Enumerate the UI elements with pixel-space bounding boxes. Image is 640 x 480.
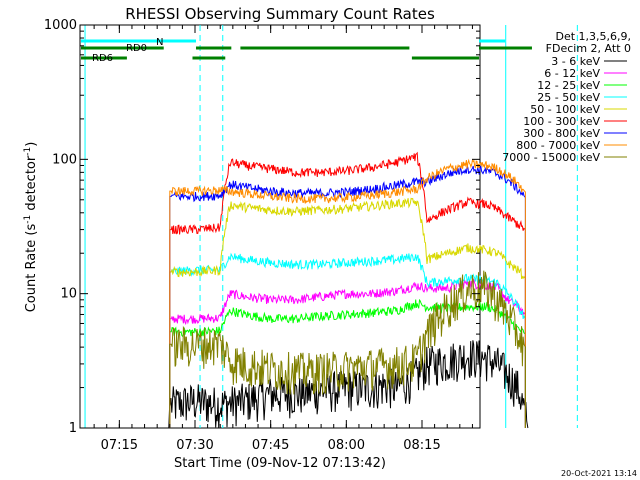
- series-line-7: [169, 158, 526, 428]
- x-tick-label-2: 07:45: [252, 438, 289, 453]
- series-line-3: [169, 252, 526, 428]
- legend-label-8: 7000 - 15000 keV: [502, 151, 600, 164]
- series-line-2: [169, 298, 526, 428]
- y-axis-label-end: ): [24, 142, 39, 147]
- legend-label-5: 100 - 300 keV: [523, 115, 600, 128]
- series-line-0: [168, 340, 529, 429]
- y-tick-group: 1 10 100 1000: [44, 18, 480, 436]
- x-tick-group: 07:15 07:30 07:45 08:00 08:15: [93, 25, 473, 453]
- x-tick-label-1: 07:30: [176, 438, 213, 453]
- y-axis-label: Count Rate (s-1 detector-1): [23, 142, 39, 313]
- annotation-rd0: RD0: [126, 43, 147, 54]
- legend-label-2: 12 - 25 keV: [537, 79, 600, 92]
- legend-label-0: 3 - 6 keV: [551, 55, 600, 68]
- legend-header-line1: Det 1,3,5,6,9,: [555, 30, 631, 43]
- series-group: [168, 151, 529, 429]
- legend-label-6: 300 - 800 keV: [523, 127, 600, 140]
- legend-label-7: 800 - 7000 keV: [516, 139, 600, 152]
- plot-area: [79, 24, 481, 429]
- x-axis-label: Start Time (09-Nov-12 07:13:42): [174, 456, 386, 471]
- y-axis-label-sup2: -1: [23, 147, 33, 156]
- legend-label-4: 50 - 100 keV: [530, 103, 600, 116]
- y-tick-label-2: 100: [52, 152, 77, 167]
- y-axis-label-sup1: -1: [23, 215, 33, 224]
- time-marker-group: [84, 25, 578, 428]
- series-line-8: [169, 270, 526, 428]
- x-tick-label-4: 08:15: [403, 438, 440, 453]
- series-line-6: [169, 164, 526, 428]
- y-tick-label-0: 1: [69, 421, 77, 436]
- series-line-1: [169, 278, 526, 428]
- chart-title: RHESSI Observing Summary Count Rates: [125, 5, 435, 23]
- series-line-5: [169, 151, 526, 428]
- flag-bar-group: [81, 39, 532, 60]
- x-tick-label-3: 08:00: [328, 438, 365, 453]
- legend-label-1: 6 - 12 keV: [544, 67, 600, 80]
- legend-label-3: 25 - 50 keV: [537, 91, 600, 104]
- y-tick-label-3: 1000: [44, 18, 77, 33]
- annotation-rd6: RD6: [92, 53, 113, 64]
- timestamp: 20-Oct-2021 13:14: [561, 469, 637, 478]
- x-tick-label-0: 07:15: [101, 438, 138, 453]
- y-axis-label-main: Count Rate (s: [24, 224, 39, 313]
- series-line-4: [169, 197, 526, 428]
- legend-header-line2: FDecim 2, Att 0: [546, 42, 631, 55]
- y-tick-label-1: 10: [60, 287, 77, 302]
- annotation-n: N: [156, 37, 163, 48]
- y-axis-label-mid: detector: [24, 155, 39, 215]
